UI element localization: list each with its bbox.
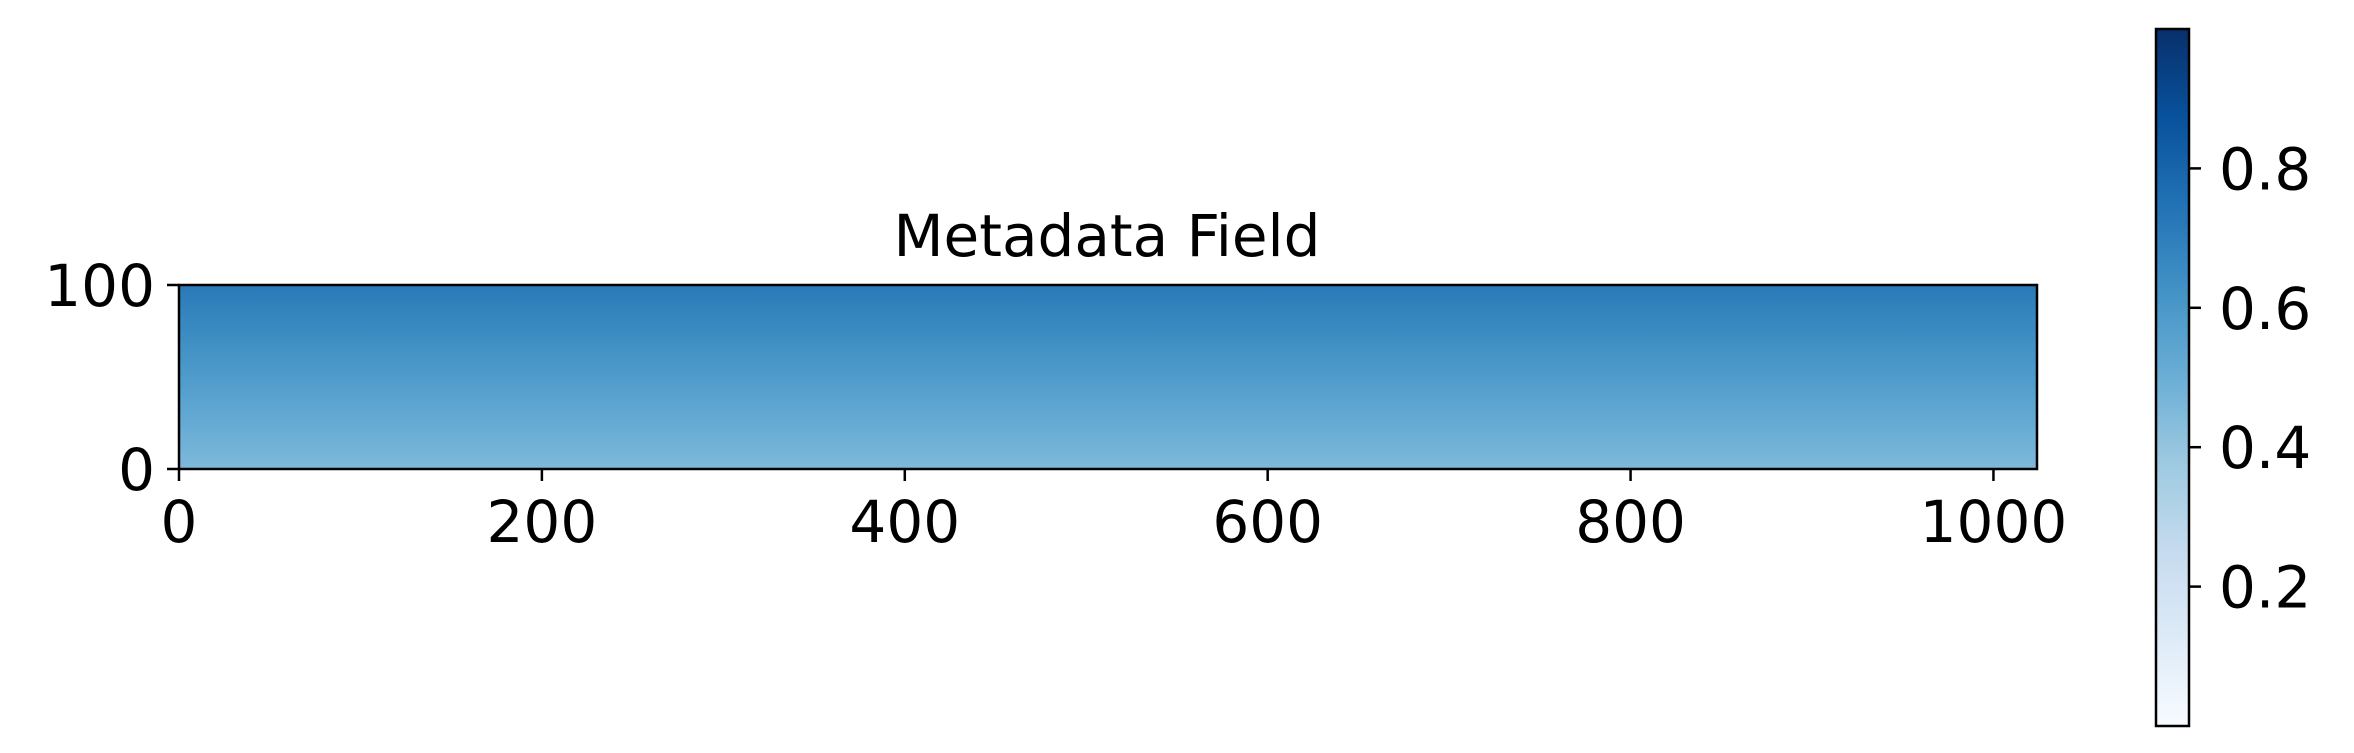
plot-frame [177,283,2039,471]
x-tick-label: 0 [161,488,198,556]
y-tick-label: 0 [118,436,155,504]
x-tick-label: 1000 [1920,488,2068,556]
heatmap-plot-area [177,283,2039,471]
y-tick-label: 100 [44,252,155,320]
colorbar-tick-label: 0.6 [2219,275,2311,343]
colorbar-frame [2154,27,2191,728]
heatmap-image [179,285,2037,469]
colorbar-tick-label: 0.8 [2219,135,2311,203]
x-tick-label: 400 [849,488,960,556]
x-tick-label: 600 [1212,488,1323,556]
colorbar-tick-label: 0.4 [2219,414,2311,482]
x-tick-label: 800 [1575,488,1686,556]
y-axis: 0 100 [44,252,179,504]
colorbar-ticks: 0.2 0.4 0.6 0.8 [2189,135,2311,622]
chart-title: Metadata Field [894,202,1321,270]
colorbar: 0.2 0.4 0.6 0.8 [2154,27,2311,728]
x-tick-label: 200 [487,488,598,556]
colorbar-tick-label: 0.2 [2219,554,2311,622]
colorbar-gradient [2156,29,2189,726]
x-axis: 0 200 400 600 800 1000 [161,469,2068,556]
